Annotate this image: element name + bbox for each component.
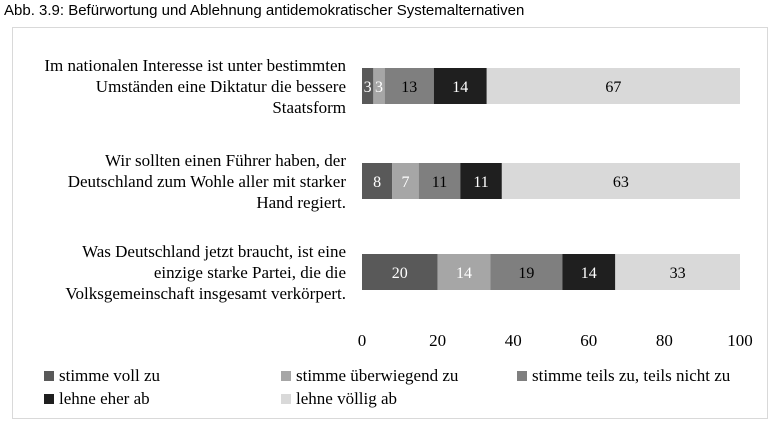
bar-segment	[490, 254, 563, 290]
data-label: 14	[452, 79, 468, 96]
category-label: Staatsform	[272, 98, 346, 117]
data-label: 8	[373, 174, 381, 191]
legend-swatch	[517, 371, 527, 381]
x-tick-label: 100	[727, 331, 753, 350]
bar-segment	[615, 254, 740, 290]
legend-swatch	[281, 394, 291, 404]
legend: stimme voll zu stimme überwiegend zu stimm…	[44, 366, 731, 408]
data-label: 14	[456, 265, 472, 282]
category-label: Im nationalen Interesse ist unter bestim…	[44, 56, 346, 75]
data-label: 3	[375, 79, 383, 96]
figure-title: Abb. 3.9: Befürwortung und Ablehnung ant…	[4, 2, 525, 19]
data-label: 19	[518, 265, 534, 282]
category-label: Deutschland zum Wohle aller mit starker	[68, 172, 347, 191]
bar-segment	[362, 68, 374, 104]
chart-frame	[12, 27, 768, 419]
bar-segment	[392, 163, 419, 199]
data-label: 33	[670, 265, 686, 282]
data-label: 14	[581, 265, 597, 282]
legend-label: stimme teils zu, teils nicht zu	[532, 366, 731, 385]
bar-segment	[362, 254, 438, 290]
data-label: 3	[364, 79, 372, 96]
legend-label: stimme voll zu	[59, 366, 161, 385]
bar-segment	[460, 163, 502, 199]
data-label: 67	[605, 79, 621, 96]
x-tick-label: 40	[505, 331, 522, 350]
category-labels-group: Im nationalen Interesse ist unter bestim…	[44, 56, 346, 303]
legend-swatch	[281, 371, 291, 381]
data-label: 63	[613, 174, 629, 191]
x-tick-label: 80	[656, 331, 673, 350]
category-label: Was Deutschland jetzt braucht, ist eine	[82, 242, 346, 261]
bar-segment	[437, 254, 491, 290]
legend-label: lehne eher ab	[59, 389, 150, 408]
data-label: 20	[392, 265, 408, 282]
bar-segment	[418, 163, 461, 199]
category-label: Volksgemeinschaft insgesamt verkörpert.	[65, 284, 346, 303]
bar-segment	[373, 68, 385, 104]
data-label: 11	[432, 174, 447, 191]
x-axis-ticks-group: 0 20 40 60 80 100	[358, 331, 753, 350]
bar-segment	[433, 68, 487, 104]
x-tick-label: 0	[358, 331, 367, 350]
category-label: einzige starke Partei, die die	[154, 263, 346, 282]
x-tick-label: 20	[429, 331, 446, 350]
bar-segment	[384, 68, 434, 104]
bar-segment	[501, 163, 740, 199]
legend-swatch	[44, 394, 54, 404]
bar-segment	[362, 163, 393, 199]
legend-label: stimme überwiegend zu	[296, 366, 459, 385]
bars-group: 3 3 13 14 67 8 7 11 11 63 20 14 19 14 33	[362, 68, 740, 290]
legend-swatch	[44, 371, 54, 381]
data-label: 13	[401, 79, 417, 96]
legend-label: lehne völlig ab	[296, 389, 397, 408]
x-tick-label: 60	[580, 331, 597, 350]
bar-segment	[562, 254, 616, 290]
category-label: Hand regiert.	[256, 193, 346, 212]
data-label: 7	[401, 174, 409, 191]
data-label: 11	[473, 174, 488, 191]
category-label: Wir sollten einen Führer haben, der	[105, 151, 346, 170]
category-label: Umständen eine Diktatur die bessere	[96, 77, 346, 96]
bar-segment	[486, 68, 740, 104]
